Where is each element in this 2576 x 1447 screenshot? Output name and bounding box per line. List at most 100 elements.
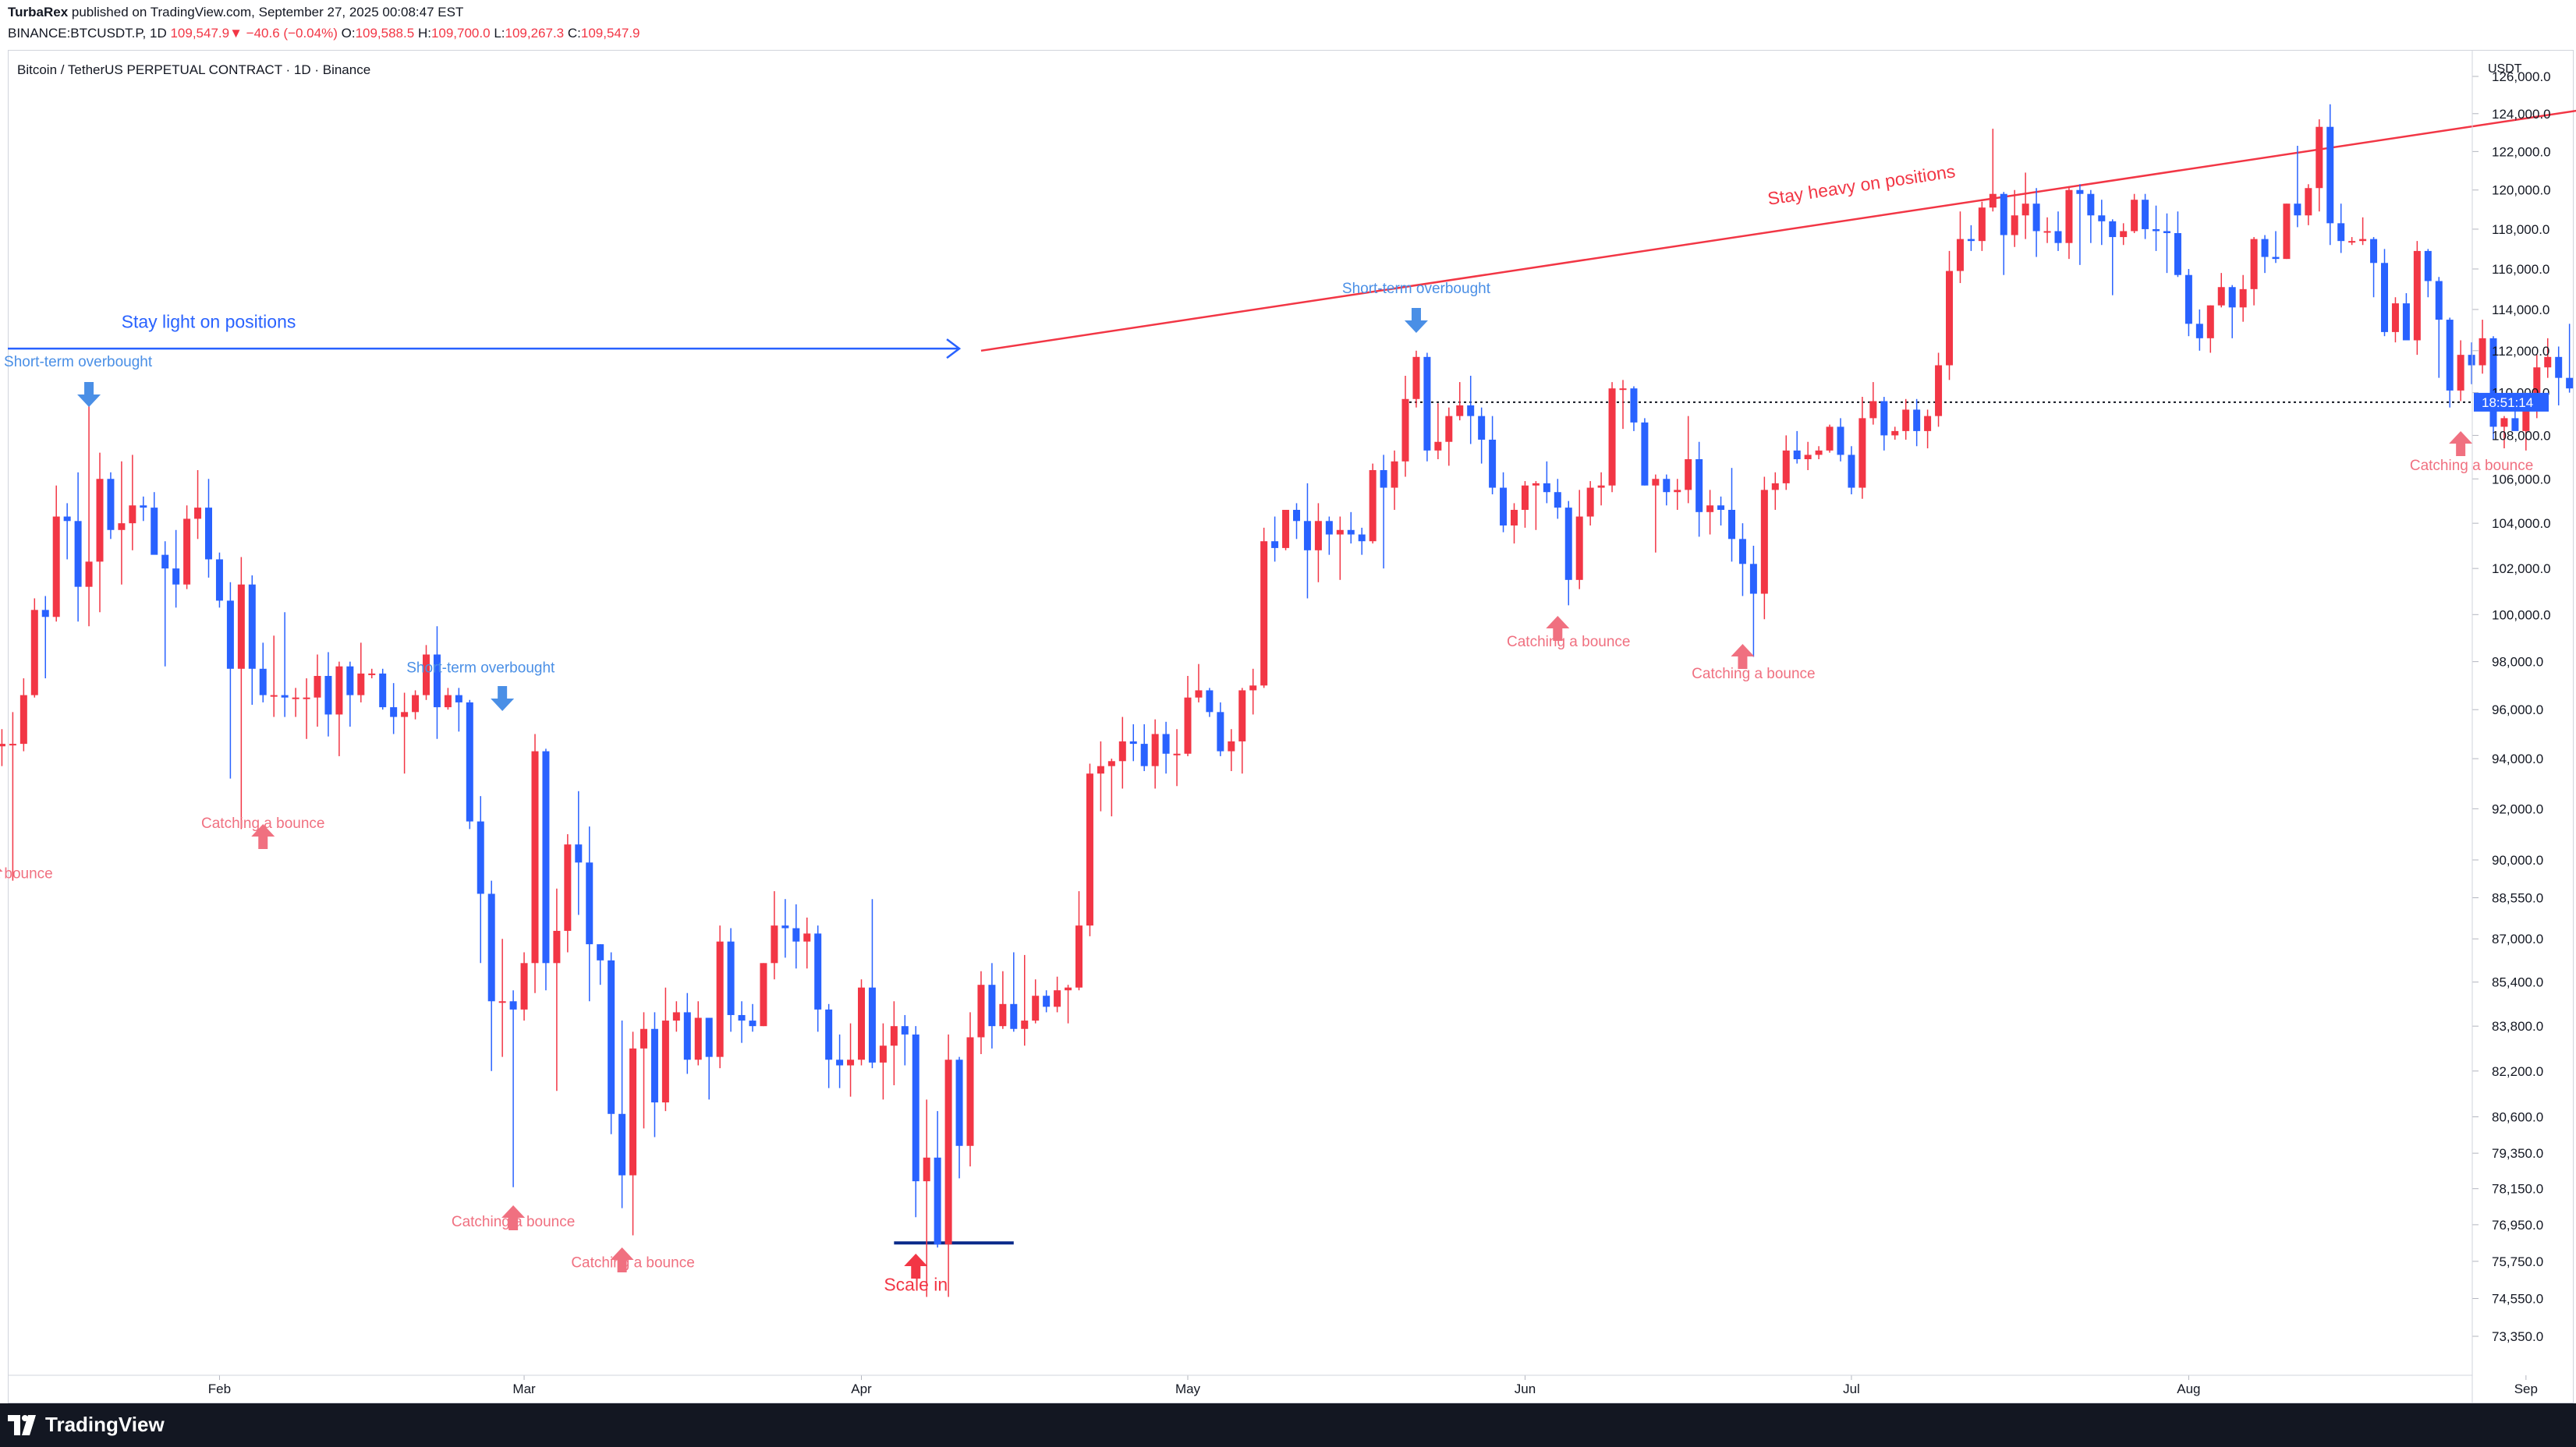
candle-body: [226, 600, 234, 669]
candle-body: [1521, 485, 1529, 510]
y-tick-label: 118,000.0: [2492, 222, 2549, 237]
candle-body: [1249, 685, 1257, 691]
candle-body: [1303, 521, 1311, 550]
candle-body: [2370, 239, 2378, 264]
candle-body: [2326, 126, 2334, 224]
candle-body: [1630, 388, 1638, 423]
candle-body: [172, 568, 180, 585]
candle-body: [1445, 416, 1453, 442]
candle-body: [2402, 303, 2410, 341]
currency-label[interactable]: USDT: [2488, 62, 2522, 76]
candle-body: [716, 941, 724, 1057]
candle-body: [324, 675, 332, 715]
y-tick-label: 100,000.0: [2492, 607, 2551, 622]
y-tick-label: 82,200.0: [2492, 1064, 2543, 1079]
candle-body: [1260, 541, 1268, 686]
candle-body: [1010, 1003, 1018, 1029]
annotation-label: Short-term overbought: [406, 660, 555, 676]
candle-body: [487, 893, 495, 1002]
candle-body: [879, 1045, 887, 1063]
candle-body: [608, 960, 615, 1114]
y-tick-label: 78,150.0: [2492, 1182, 2543, 1197]
last-price: 109,547.9: [170, 26, 230, 41]
tradingview-logo[interactable]: TradingView: [8, 1413, 165, 1437]
ohlc-line: BINANCE:BTCUSDT.P, 1D 109,547.9▼ −40.6 (…: [8, 26, 640, 41]
annotation-label: Short-term overbought: [4, 354, 153, 370]
x-tick-label: Mar: [512, 1382, 536, 1396]
candle-body: [2391, 303, 2399, 332]
candle-body: [2054, 231, 2062, 243]
candle-body: [1293, 509, 1300, 522]
candle-body: [151, 508, 158, 555]
candle-body: [814, 933, 822, 1010]
candle-body: [9, 744, 16, 746]
annotation-label: Short-term overbought: [1342, 281, 1491, 297]
candle-body: [1891, 430, 1899, 436]
candle-body: [19, 695, 27, 745]
candle-body: [1184, 697, 1192, 754]
arrow-up-icon: [501, 1205, 526, 1230]
candle-body: [2294, 203, 2301, 216]
annotation-label: Catching a bounce: [571, 1255, 694, 1272]
annotation-label: Catching a bounce: [0, 865, 53, 882]
candle-body: [2239, 288, 2247, 308]
x-tick-label: Feb: [208, 1382, 231, 1396]
candle-body: [1837, 426, 1844, 455]
candle-body: [2511, 418, 2519, 431]
y-tick-label: 112,000.0: [2492, 344, 2549, 359]
candle-body: [1314, 521, 1322, 550]
close-label: C:: [567, 26, 581, 41]
candle-body: [966, 1037, 974, 1146]
candle-body: [2131, 200, 2138, 232]
candle-body: [1054, 990, 1061, 1007]
publisher-header: TurbaRex published on TradingView.com, S…: [0, 0, 2576, 50]
x-tick-label: Jun: [1515, 1382, 1536, 1396]
candle-body: [2032, 203, 2040, 232]
author-name[interactable]: TurbaRex: [8, 5, 69, 19]
arrow-head: [501, 1205, 526, 1218]
candle-body: [2337, 223, 2345, 242]
candle-body: [890, 1026, 898, 1046]
candle-body: [771, 925, 778, 964]
high-label: H:: [417, 26, 431, 41]
candle-body: [1619, 388, 1627, 391]
candle-body: [1206, 690, 1214, 713]
candle-body: [1401, 398, 1409, 462]
candle-body: [466, 702, 473, 822]
candle-body: [1869, 401, 1877, 419]
candle-body: [2468, 355, 2475, 366]
candle-body: [346, 666, 354, 695]
arrow-shaft: [1411, 308, 1421, 322]
symbol-title[interactable]: Bitcoin / TetherUS PERPETUAL CONTRACT · …: [17, 62, 371, 77]
y-tick-label: 108,000.0: [2492, 428, 2551, 443]
candle-body: [1924, 416, 1932, 431]
candle-body: [629, 1048, 637, 1176]
candle-body: [2359, 239, 2367, 242]
candle-body: [1065, 987, 1072, 991]
annotation-label: Stay light on positions: [122, 312, 296, 332]
candle-body: [2457, 355, 2464, 391]
candle-body: [444, 695, 452, 708]
y-tick-label: 106,000.0: [2492, 472, 2551, 486]
candle-body: [357, 673, 365, 695]
candle-body: [2228, 287, 2236, 308]
candle-body: [1118, 741, 1126, 762]
candle-body: [749, 1021, 757, 1027]
candle-body: [140, 505, 147, 508]
candle-body: [183, 518, 191, 585]
candle-body: [1107, 761, 1115, 766]
arrow-up-icon: [610, 1247, 634, 1272]
price-change: −40.6 (−0.04%): [246, 26, 338, 41]
candle-body: [1358, 534, 1366, 542]
candle-body: [281, 695, 289, 698]
arrow-head: [1546, 616, 1570, 628]
candle-body: [1695, 459, 1703, 512]
candle-body: [509, 1001, 517, 1010]
price-chart[interactable]: Short-term overbought Short-term overboug…: [0, 50, 2576, 1403]
candle-body: [1858, 418, 1866, 488]
arrow-down-icon: [1404, 308, 1428, 333]
candle-body: [1760, 490, 1768, 594]
candle-body: [1902, 409, 1910, 431]
candle-body: [1228, 741, 1235, 752]
candle-body: [2348, 241, 2356, 243]
